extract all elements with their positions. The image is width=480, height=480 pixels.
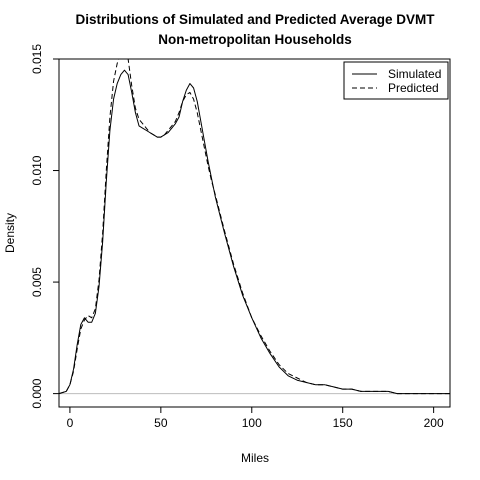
y-axis: 0.000 0.005 0.010 0.015 [30,44,59,409]
series-line-predicted [59,59,450,395]
x-tick-label: 150 [333,416,353,430]
legend-simulated-label: Simulated [388,67,441,81]
x-tick-label: 200 [424,416,444,430]
y-tick-label: 0.015 [30,44,44,74]
chart-title: Distributions of Simulated and Predicted… [75,12,435,27]
y-tick-label: 0.000 [30,378,44,408]
legend: Simulated Predicted [343,61,449,100]
x-tick-label: 100 [242,416,262,430]
x-tick-label: 0 [67,416,74,430]
series-line-simulated [59,69,450,395]
series-layer [59,59,450,395]
plot-frame [58,58,451,408]
legend-box [343,61,449,100]
chart-subtitle: Non-metropolitan Households [158,32,352,47]
y-tick-label: 0.010 [30,155,44,185]
y-axis-label: Density [3,213,17,253]
x-tick-label: 50 [154,416,168,430]
x-axis: 0 50 100 150 200 [67,407,444,430]
y-tick-label: 0.005 [30,267,44,297]
legend-predicted-label: Predicted [388,81,439,95]
x-axis-label: Miles [241,451,269,465]
